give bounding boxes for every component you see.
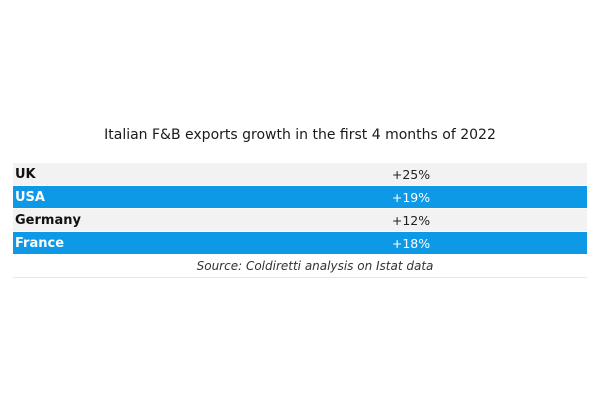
country-cell: UK (15, 166, 36, 182)
table-row: Germany +12% (13, 209, 587, 231)
table-row: USA +19% (13, 186, 587, 208)
country-cell: Germany (15, 212, 81, 228)
country-cell: USA (15, 189, 45, 205)
exports-table: UK +25% USA +19% Germany +12% France +18% Sourc… (13, 163, 587, 278)
source-note: Source: Coldiretti analysis on Istat dat… (13, 255, 587, 278)
growth-value-cell: +18% (391, 235, 431, 251)
growth-value-cell: +19% (391, 189, 431, 205)
chart-title: Italian F&B exports growth in the first … (104, 127, 496, 143)
table-row: France +18% (13, 232, 587, 254)
table-row: UK +25% (13, 163, 587, 185)
country-cell: France (15, 235, 65, 251)
growth-value-cell: +25% (391, 166, 431, 182)
table-body: UK +25% USA +19% Germany +12% France +18% (13, 163, 587, 254)
growth-value-cell: +12% (391, 212, 431, 228)
